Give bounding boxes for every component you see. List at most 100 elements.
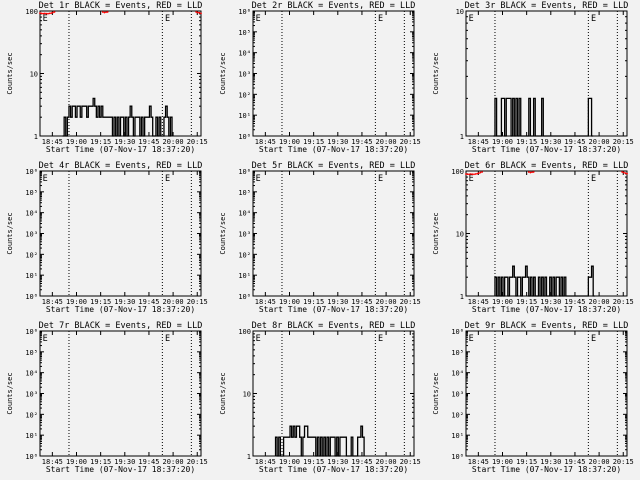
lld-point <box>195 11 198 13</box>
plot-frame <box>252 10 415 137</box>
x-tick-label: 19:00 <box>492 298 513 306</box>
x-tick-label: 20:15 <box>613 458 634 466</box>
lld-point <box>106 11 109 13</box>
lld-point <box>39 12 41 15</box>
lld-point <box>47 12 49 15</box>
e-marker: E <box>256 174 261 184</box>
y-tick-label: 10⁶ <box>238 8 251 16</box>
x-tick-label: 18:45 <box>255 458 276 466</box>
e-marker: E <box>256 334 261 344</box>
lld-point <box>621 171 624 173</box>
y-tick-label: 10² <box>451 411 464 419</box>
x-axis-label: Start Time (07-Nov-17 18:37:20) <box>472 305 621 314</box>
e-marker: E <box>469 334 474 344</box>
y-tick-label: 10³ <box>451 391 464 399</box>
x-tick-label: 20:00 <box>376 458 397 466</box>
y-tick-label: 10⁶ <box>25 168 38 176</box>
y-axis-label: Counts/sec <box>219 212 227 254</box>
plot-frame <box>39 170 202 297</box>
lld-point <box>51 11 54 14</box>
x-axis-label: Start Time (07-Nov-17 18:37:20) <box>46 305 195 314</box>
panel-det-2: Det 2r BLACK = Events, RED = LLD 10⁰ 10¹ 10… <box>219 1 421 154</box>
plot-frame <box>39 330 202 457</box>
y-axis-label: Counts/sec <box>432 212 440 254</box>
x-tick-label: 19:30 <box>540 458 561 466</box>
y-axis-label: Counts/sec <box>6 372 14 414</box>
panel-title: Det 7r BLACK = Events, RED = LLD <box>39 321 203 331</box>
y-tick-label: 10³ <box>25 231 38 239</box>
panel-title: Det 4r BLACK = Events, RED = LLD <box>39 161 203 171</box>
x-tick-label: 19:15 <box>516 458 537 466</box>
lld-point <box>40 12 43 15</box>
events-series <box>274 425 365 457</box>
lld-point <box>527 171 530 173</box>
lld-point <box>101 11 104 13</box>
e-marker: E <box>591 334 596 344</box>
x-tick-label: 19:15 <box>90 138 111 146</box>
x-tick-label: 19:15 <box>303 298 324 306</box>
y-axis-label: Counts/sec <box>432 372 440 414</box>
lld-point <box>196 11 199 14</box>
lld-point <box>474 173 477 175</box>
x-tick-label: 20:15 <box>400 138 421 146</box>
y-tick-label: 1 <box>460 133 464 141</box>
lld-point <box>48 12 51 15</box>
y-axis-label: Counts/sec <box>219 52 227 94</box>
panel-title: Det 2r BLACK = Events, RED = LLD <box>252 1 416 11</box>
y-tick-label: 1 <box>247 453 251 461</box>
x-tick-label: 18:45 <box>42 298 63 306</box>
x-tick-label: 20:00 <box>589 298 610 306</box>
x-tick-label: 19:00 <box>66 458 87 466</box>
e-marker: E <box>165 14 170 24</box>
y-tick-label: 10⁰ <box>238 293 251 301</box>
lld-point <box>479 171 482 174</box>
lld-point <box>481 171 483 173</box>
x-tick-label: 20:00 <box>376 138 397 146</box>
x-tick-label: 19:00 <box>66 298 87 306</box>
x-tick-label: 18:45 <box>42 138 63 146</box>
x-axis-label: Start Time (07-Nov-17 18:37:20) <box>472 465 621 474</box>
panel-det-3: Det 3r BLACK = Events, RED = LLD 1 10 Count… <box>432 1 634 154</box>
x-tick-label: 19:45 <box>138 458 159 466</box>
x-tick-label: 19:45 <box>351 298 372 306</box>
lld-point <box>469 173 472 175</box>
x-tick-label: 20:15 <box>613 138 634 146</box>
x-tick-label: 19:30 <box>114 138 135 146</box>
x-tick-label: 20:00 <box>163 458 184 466</box>
y-tick-label: 100 <box>238 328 251 336</box>
x-tick-label: 19:45 <box>564 298 585 306</box>
lld-point <box>53 11 56 13</box>
x-axis-label: Start Time (07-Nov-17 18:37:20) <box>472 145 621 154</box>
y-tick-label: 10⁰ <box>451 453 464 461</box>
plot-frame <box>465 330 628 457</box>
e-marker: E <box>165 174 170 184</box>
y-tick-label: 10¹ <box>25 432 38 440</box>
lld-point <box>532 171 535 173</box>
panel-title: Det 6r BLACK = Events, RED = LLD <box>465 161 629 171</box>
y-tick-label: 10⁵ <box>25 349 38 357</box>
panel-det-9: Det 9r BLACK = Events, RED = LLD 10⁰ 10¹ 10… <box>432 321 634 474</box>
y-tick-label: 10⁰ <box>25 453 38 461</box>
x-tick-label: 19:15 <box>90 458 111 466</box>
panel-det-8: Det 8r BLACK = Events, RED = LLD 1 10 100 Co… <box>219 321 421 474</box>
lld-point <box>622 171 625 174</box>
panel-title: Det 9r BLACK = Events, RED = LLD <box>465 321 629 331</box>
lld-point <box>468 173 471 176</box>
x-tick-label: 20:15 <box>400 458 421 466</box>
lld-point <box>473 173 475 176</box>
x-tick-label: 19:45 <box>138 298 159 306</box>
lld-point <box>624 172 627 175</box>
y-tick-label: 10³ <box>25 391 38 399</box>
x-tick-label: 20:00 <box>589 458 610 466</box>
y-axis-label: Counts/sec <box>6 212 14 254</box>
lld-point <box>45 12 48 15</box>
panel-det-6: Det 6r BLACK = Events, RED = LLD 1 10 100 Co… <box>432 161 634 314</box>
y-axis-label: Counts/sec <box>6 52 14 94</box>
x-tick-label: 19:00 <box>492 138 513 146</box>
plot-frame <box>465 10 628 137</box>
x-tick-label: 19:30 <box>327 138 348 146</box>
y-tick-label: 10¹ <box>238 112 251 120</box>
x-tick-label: 19:30 <box>114 298 135 306</box>
x-tick-label: 19:30 <box>540 298 561 306</box>
y-tick-label: 1 <box>34 133 38 141</box>
